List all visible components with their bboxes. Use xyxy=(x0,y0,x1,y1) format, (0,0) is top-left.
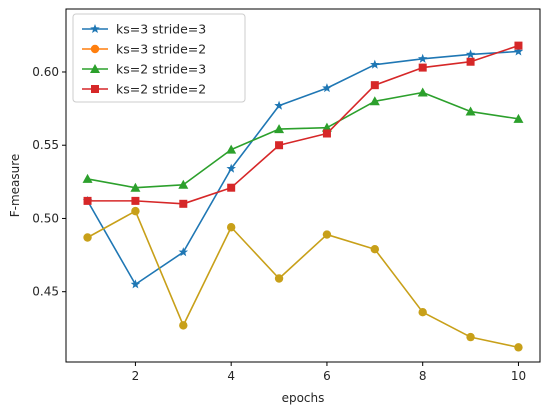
data-point xyxy=(513,46,524,56)
data-point xyxy=(465,106,476,116)
data-point xyxy=(466,332,475,342)
data-point xyxy=(131,196,140,205)
data-point xyxy=(178,247,189,257)
series-line xyxy=(87,91,519,189)
y-tick-label: 0.60 xyxy=(32,65,59,79)
data-point xyxy=(227,183,236,192)
data-point xyxy=(275,141,284,150)
data-point xyxy=(322,129,331,138)
x-tick-label: 10 xyxy=(511,369,526,383)
legend-box xyxy=(72,13,246,103)
x-axis-label: epochs xyxy=(282,391,325,405)
data-point xyxy=(274,124,285,134)
data-point xyxy=(130,182,141,192)
legend-marker xyxy=(91,85,99,93)
legend-item: ks=3 stride=2 xyxy=(82,42,206,57)
data-point xyxy=(274,100,284,110)
x-tick-label: 8 xyxy=(419,369,427,383)
legend-item: ks=2 stride=2 xyxy=(82,82,206,97)
series-line xyxy=(87,210,519,349)
data-point xyxy=(370,245,380,254)
x-tick-label: 2 xyxy=(132,369,140,383)
data-point xyxy=(514,343,523,352)
data-point xyxy=(370,59,380,69)
data-point xyxy=(513,113,524,123)
legend-label: ks=2 stride=2 xyxy=(116,82,206,97)
data-point xyxy=(369,96,380,106)
data-point xyxy=(465,49,476,59)
data-point xyxy=(226,163,236,173)
data-point xyxy=(370,81,379,90)
series-4 xyxy=(83,41,523,208)
legend-item: ks=2 stride=3 xyxy=(82,62,206,77)
legend-item: ks=3 stride=3 xyxy=(82,22,206,37)
y-tick-label: 0.50 xyxy=(32,211,59,225)
y-axis-label: F-measure xyxy=(8,154,22,218)
data-point xyxy=(130,279,141,289)
data-point xyxy=(82,173,93,183)
series-3 xyxy=(82,87,524,192)
legend-marker xyxy=(90,64,100,73)
series-layer xyxy=(82,41,524,352)
y-tick-label: 0.45 xyxy=(32,285,59,299)
data-point xyxy=(322,230,332,239)
data-point xyxy=(466,57,475,66)
x-tick-label: 4 xyxy=(227,369,235,383)
legend-label: ks=3 stride=2 xyxy=(116,42,206,57)
data-point xyxy=(131,206,140,216)
y-axis: 0.45 0.50 0.55 0.60 xyxy=(32,65,66,299)
data-point xyxy=(322,83,332,93)
data-point xyxy=(418,63,427,72)
data-point xyxy=(179,199,188,208)
data-point xyxy=(417,87,428,97)
data-point xyxy=(274,274,284,283)
x-tick-label: 6 xyxy=(323,369,331,383)
legend: ks=3 stride=3 ks=3 stride=2 ks=2 stride=3 k… xyxy=(72,13,246,103)
legend-label: ks=3 stride=3 xyxy=(116,22,206,37)
legend-label: ks=2 stride=3 xyxy=(116,62,206,77)
data-point xyxy=(514,41,523,50)
series-line xyxy=(87,44,519,205)
legend-marker xyxy=(90,44,100,54)
data-point xyxy=(83,196,92,205)
y-tick-label: 0.55 xyxy=(32,138,59,152)
data-point xyxy=(418,307,427,317)
data-point xyxy=(178,179,189,189)
data-point xyxy=(226,144,237,154)
data-point xyxy=(226,223,236,232)
x-axis: 2 4 6 8 10 xyxy=(132,362,526,383)
data-point xyxy=(417,53,428,63)
data-point xyxy=(321,122,332,132)
data-point xyxy=(179,321,188,330)
legend-marker xyxy=(90,24,100,34)
series-2 xyxy=(83,206,523,352)
data-point xyxy=(83,233,92,242)
